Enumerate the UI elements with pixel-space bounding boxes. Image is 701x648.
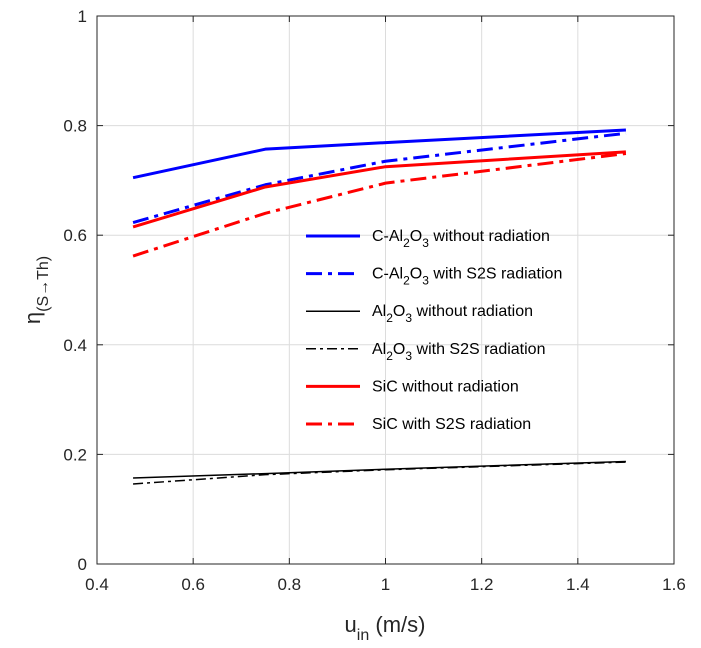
y-tick-label: 0.4 bbox=[63, 336, 87, 355]
axis-ticks: 0.4 0.6 0.8 1 1.2 1.4 1.6 0 0.2 0.4 0.6 0.8 1 bbox=[63, 7, 685, 594]
legend-label-6: SiC with S2S radiation bbox=[372, 416, 531, 433]
x-tick-label: 0.8 bbox=[278, 575, 302, 594]
series-line-4 bbox=[133, 461, 626, 485]
x-axis-label: uin (m/s) bbox=[345, 612, 426, 644]
series-line-1 bbox=[132, 128, 626, 180]
x-tick-label: 1.2 bbox=[470, 575, 494, 594]
legend-label-5: SiC without radiation bbox=[372, 378, 519, 395]
y-tick-label: 1 bbox=[78, 7, 87, 26]
legend-label-2: C-Al2O3 with S2S radiation bbox=[372, 266, 562, 288]
legend: C-Al2O3 without radiation C-Al2O3 with S2… bbox=[306, 228, 562, 433]
y-tick-label: 0.2 bbox=[63, 445, 87, 464]
x-tick-label: 0.4 bbox=[85, 575, 109, 594]
y-tick-label: 0.6 bbox=[63, 226, 87, 245]
y-tick-label: 0.8 bbox=[63, 117, 87, 136]
y-axis-label: η(S→Th) bbox=[20, 256, 52, 324]
x-tick-label: 0.6 bbox=[181, 575, 205, 594]
legend-label-3: Al2O3 without radiation bbox=[372, 303, 533, 325]
series-line-5 bbox=[132, 150, 627, 229]
x-tick-label: 1.4 bbox=[566, 575, 590, 594]
x-tick-label: 1.6 bbox=[662, 575, 686, 594]
series-line-2 bbox=[132, 131, 627, 225]
series-lines bbox=[132, 128, 627, 485]
y-tick-label: 0 bbox=[78, 555, 87, 574]
legend-label-1: C-Al2O3 without radiation bbox=[372, 228, 550, 250]
legend-label-4: Al2O3 with S2S radiation bbox=[372, 341, 545, 363]
series-line-6 bbox=[132, 152, 627, 258]
x-tick-label: 1 bbox=[381, 575, 390, 594]
